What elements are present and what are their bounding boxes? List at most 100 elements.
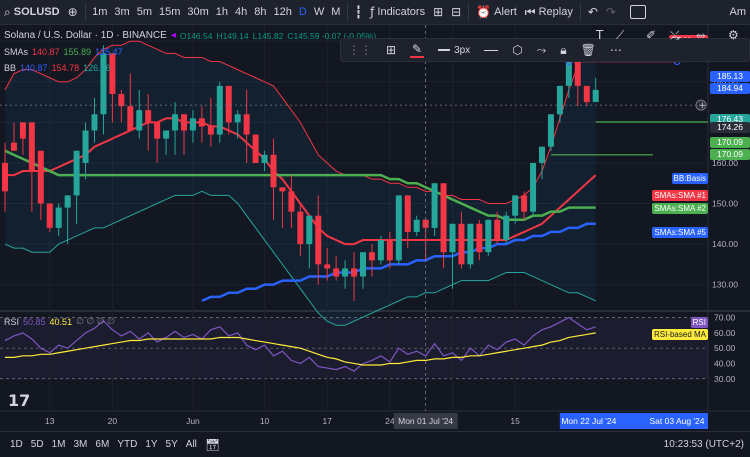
- timeframe-M[interactable]: M: [328, 0, 344, 24]
- rsi-tick-label: 60.00: [714, 328, 736, 338]
- line-width-button[interactable]: 3px: [431, 45, 477, 56]
- layout-toggle[interactable]: [626, 0, 650, 24]
- candle-body: [315, 216, 321, 265]
- candle-body: [405, 195, 411, 232]
- delete-button[interactable]: 🗑︎: [574, 43, 603, 57]
- settings-button[interactable]: ⬡: [505, 43, 529, 57]
- separator: [468, 4, 469, 20]
- candle-body: [369, 252, 375, 260]
- alert-button[interactable]: ⏰ Alert: [472, 0, 521, 24]
- legend-bb-upper: 154.78: [52, 63, 80, 73]
- candle-body: [29, 122, 35, 171]
- templates-button[interactable]: ⊞: [379, 43, 403, 57]
- redo-button[interactable]: ↷: [602, 0, 620, 24]
- brush-button[interactable]: ✐: [646, 28, 656, 42]
- text-tool-button[interactable]: T: [596, 28, 603, 42]
- candle-body: [378, 240, 384, 260]
- compare-button[interactable]: ⊕: [64, 0, 82, 24]
- candle-body: [208, 126, 214, 134]
- more-icon: ⋯: [610, 43, 622, 57]
- pattern-button[interactable]: ⤯: [670, 28, 680, 43]
- series-label-3: SMAs:SMA #2: [652, 203, 708, 214]
- pattern-icon: ⤯: [670, 28, 680, 42]
- legend-bb-row[interactable]: BB 140.87 154.78 126.96: [4, 63, 111, 73]
- drag-handle[interactable]: ⋮⋮: [341, 43, 379, 57]
- chart-canvas[interactable]: 190.00180.00170.00160.00150.00140.00130.…: [0, 25, 750, 431]
- goto-date-icon[interactable]: 📅︎: [205, 438, 220, 452]
- range-3m[interactable]: 3M: [70, 439, 92, 450]
- candle-body: [476, 224, 482, 252]
- range-1m[interactable]: 1M: [48, 439, 70, 450]
- replay-button[interactable]: ⏮ Replay: [521, 0, 577, 24]
- candle-body: [181, 114, 187, 130]
- timeframe-8h[interactable]: 8h: [251, 0, 270, 24]
- trash-icon: 🗑︎: [581, 43, 596, 57]
- timeframe-30m[interactable]: 30m: [184, 0, 212, 24]
- layout-icon: ⊟: [451, 5, 461, 19]
- candle-body: [163, 130, 169, 138]
- symbol-search[interactable]: ⌕ SOLUSD: [0, 0, 64, 24]
- timeframe-1m[interactable]: 1m: [89, 0, 111, 24]
- more-button[interactable]: ⋯: [603, 43, 629, 57]
- layout-button[interactable]: ⊟: [447, 0, 465, 24]
- legend-sma-row[interactable]: SMAs 140.87 155.89 135.47: [4, 47, 123, 57]
- legend-sma-3: 135.47: [95, 47, 123, 57]
- layout-toggle-box: [630, 5, 646, 19]
- templates-button[interactable]: ⊞: [429, 0, 447, 24]
- timeframe-4h[interactable]: 4h: [232, 0, 251, 24]
- symbol-label: SOLUSD: [14, 6, 60, 18]
- legend-rsi-row[interactable]: RSI 50.85 40.51 ∅ ∅ ∅ ∅: [4, 316, 115, 327]
- legend-bb-basis: 140.87: [20, 63, 48, 73]
- range-all[interactable]: All: [182, 439, 201, 450]
- line-color-button[interactable]: ✎: [403, 43, 431, 58]
- candle-body: [494, 220, 500, 240]
- legend-bb-lower: 126.96: [83, 63, 111, 73]
- range-5y[interactable]: 5Y: [162, 439, 182, 450]
- trend-line-button[interactable]: ⟋: [616, 28, 624, 43]
- range-6m[interactable]: 6M: [91, 439, 113, 450]
- candle-body: [333, 268, 339, 276]
- indicators-button[interactable]: ƒ Indicators: [366, 0, 429, 24]
- timeframe-15m[interactable]: 15m: [155, 0, 183, 24]
- time-tick-label: 10: [260, 416, 270, 426]
- series-label-2: SMAs:SMA #1: [652, 190, 708, 201]
- text-tool-icon: T: [596, 28, 603, 42]
- chart-settings-button[interactable]: ⚙: [728, 28, 739, 42]
- user-menu[interactable]: Am: [726, 0, 750, 24]
- path-button[interactable]: ⤳: [530, 43, 554, 58]
- candle-body: [65, 195, 71, 207]
- timeframe-5m[interactable]: 5m: [133, 0, 155, 24]
- candle-body: [548, 114, 554, 146]
- tradingview-logo-text: 17: [8, 391, 30, 410]
- candle-body: [450, 224, 456, 252]
- magnet-button[interactable]: ⥈: [696, 28, 706, 43]
- user-label: Am: [730, 6, 747, 18]
- undo-button[interactable]: ↶: [584, 0, 602, 24]
- range-ytd[interactable]: YTD: [113, 439, 141, 450]
- candle-body: [458, 224, 464, 265]
- candle-body: [306, 216, 312, 244]
- timeframe-3m[interactable]: 3m: [111, 0, 133, 24]
- line-style-button[interactable]: [477, 50, 505, 51]
- price-tag-5: 170.09: [710, 149, 750, 160]
- legend-purple-dot: ◂: [171, 30, 176, 41]
- candle-body: [539, 147, 545, 163]
- grid-icon: ⊞: [433, 5, 443, 19]
- timeframe-12h[interactable]: 12h: [270, 0, 295, 24]
- timeframe-W[interactable]: W: [310, 0, 327, 24]
- candle-body: [2, 163, 8, 191]
- range-1y[interactable]: 1Y: [141, 439, 161, 450]
- chart-area[interactable]: 190.00180.00170.00160.00150.00140.00130.…: [0, 25, 750, 431]
- timeframe-D[interactable]: D: [295, 0, 310, 24]
- candle-body: [342, 268, 348, 276]
- lock-button[interactable]: 🔒︎: [553, 43, 573, 58]
- tradingview-logo[interactable]: 17: [8, 391, 30, 410]
- line-width-label: 3px: [454, 45, 470, 56]
- timeframe-1h[interactable]: 1h: [212, 0, 231, 24]
- price-tick-label: 130.00: [712, 280, 738, 290]
- candle-type-button[interactable]: ┇: [351, 0, 366, 24]
- range-5d[interactable]: 5D: [27, 439, 48, 450]
- range-1d[interactable]: 1D: [6, 439, 27, 450]
